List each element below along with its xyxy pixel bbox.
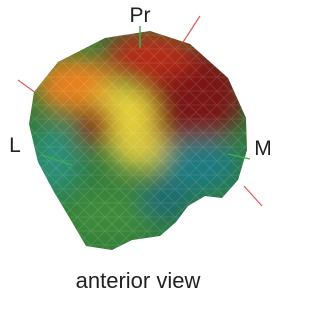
direction-label: Pr — [130, 4, 151, 27]
caption: anterior view — [76, 268, 201, 293]
figure: Pr L M anterior view — [0, 0, 276, 307]
surface — [0, 0, 276, 260]
axis-line — [244, 186, 262, 206]
direction-label: M — [254, 137, 272, 160]
page: Pr L M anterior view (() => { const data… — [0, 0, 276, 307]
direction-label: L — [9, 134, 21, 157]
